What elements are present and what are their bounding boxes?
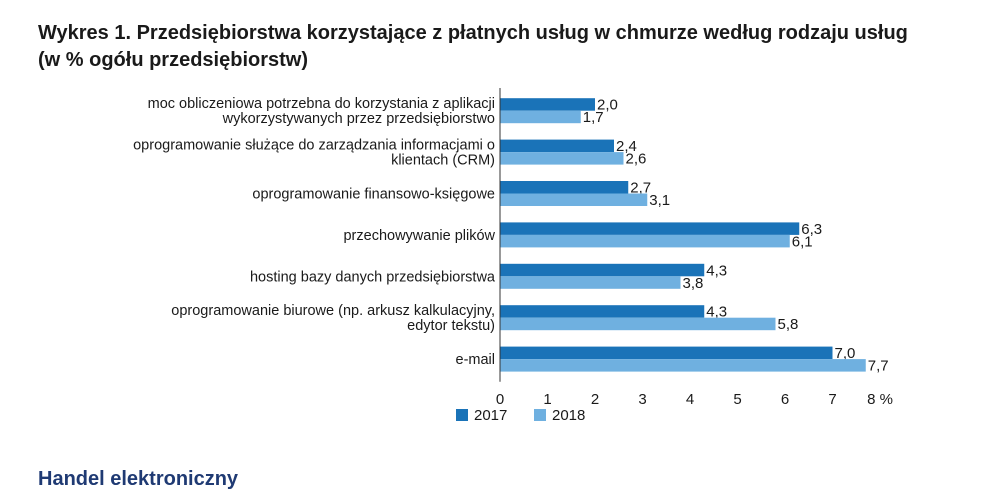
category-label: moc obliczeniowa potrzebna do korzystani… [148, 96, 495, 112]
next-section-heading: Handel elektroniczny [38, 468, 239, 490]
data-label-2018: 2,6 [626, 151, 647, 168]
category-label: klientach (CRM) [391, 153, 495, 169]
category-label: edytor tekstu) [407, 318, 495, 334]
data-label-2018: 5,8 [778, 316, 799, 333]
data-label-2017: 2,7 [630, 180, 651, 197]
category-label: przechowywanie plików [343, 228, 495, 244]
legend-label-2018: 2018 [552, 407, 585, 424]
data-label-2018: 1,7 [583, 109, 604, 126]
bar-2018 [500, 359, 866, 372]
bar-2018 [500, 152, 624, 165]
x-tick-label: 6 [781, 391, 789, 408]
category-label: oprogramowanie finansowo-księgowe [252, 187, 495, 203]
data-label-2018: 3,1 [649, 192, 670, 209]
x-tick-label: 7 [828, 391, 836, 408]
x-tick-label: 3 [638, 391, 646, 408]
chart-title-line-2: (w % ogółu przedsiębiorstw) [38, 49, 309, 71]
data-label-2017: 2,0 [597, 97, 618, 114]
x-tick-label: 5 [733, 391, 741, 408]
chart-title-line-1: Wykres 1. Przedsiębiorstwa korzystające … [38, 22, 908, 44]
category-label: oprogramowanie biurowe (np. arkusz kalku… [171, 303, 495, 319]
legend-label-2017: 2017 [474, 407, 507, 424]
bar-2018 [500, 317, 776, 331]
bar-2018 [500, 110, 581, 124]
x-tick-label: 8 % [867, 391, 893, 408]
legend-swatch-2018 [534, 409, 546, 421]
x-tick-label: 0 [496, 391, 504, 408]
bar-2018 [500, 234, 790, 248]
category-label: e-mail [456, 352, 495, 368]
category-label: hosting bazy danych przedsiębiorstwa [250, 269, 496, 285]
bar-2017 [500, 346, 833, 360]
bar-2017 [500, 263, 705, 277]
category-label: wykorzystywanych przez przedsiębiorstwo [222, 111, 495, 127]
x-tick-label: 4 [686, 391, 694, 408]
x-tick-label: 1 [543, 391, 551, 408]
bar-2017 [500, 222, 800, 235]
bar-chart: moc obliczeniowa potrzebna do korzystani… [133, 88, 893, 424]
data-label-2018: 3,8 [683, 275, 704, 292]
bar-2018 [500, 193, 648, 206]
bar-2017 [500, 98, 595, 111]
bar-2017 [500, 181, 629, 194]
bar-2018 [500, 276, 681, 289]
bar-2017 [500, 305, 705, 318]
category-label: oprogramowanie służące do zarządzania in… [133, 138, 495, 154]
data-label-2018: 7,7 [868, 358, 889, 375]
chart-title: Wykres 1. Przedsiębiorstwa korzystające … [38, 20, 938, 74]
data-label-2017: 4,3 [706, 304, 727, 321]
legend-swatch-2017 [456, 409, 468, 421]
data-label-2017: 7,0 [835, 345, 856, 362]
data-label-2017: 2,4 [616, 138, 637, 155]
data-label-2017: 6,3 [801, 221, 822, 238]
bar-2017 [500, 139, 614, 153]
x-tick-label: 2 [591, 391, 599, 408]
data-label-2017: 4,3 [706, 262, 727, 279]
data-label-2018: 6,1 [792, 233, 813, 250]
